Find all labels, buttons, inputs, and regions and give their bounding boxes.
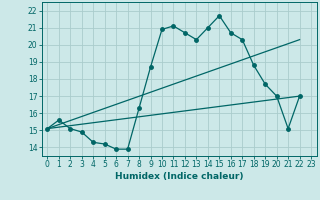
- X-axis label: Humidex (Indice chaleur): Humidex (Indice chaleur): [115, 172, 244, 181]
